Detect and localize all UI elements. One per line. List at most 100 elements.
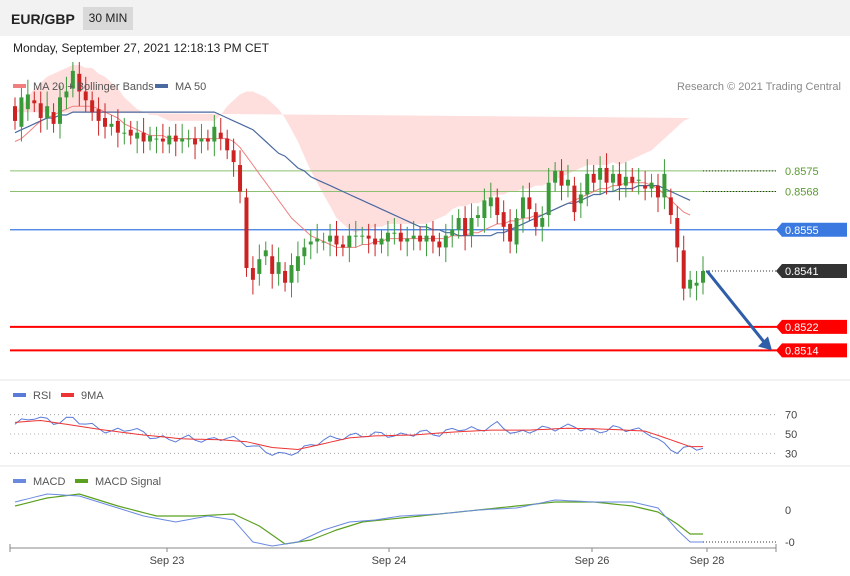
candle <box>572 176 577 221</box>
candle-body <box>411 235 416 239</box>
candle-body <box>328 235 333 242</box>
candle-body <box>488 197 493 207</box>
candle <box>636 167 641 195</box>
candle-body <box>135 132 140 139</box>
candle-body <box>675 218 680 248</box>
candle <box>32 91 37 113</box>
pivot-tag <box>776 222 847 237</box>
candle <box>276 247 281 286</box>
resistance-label: 0.8575 <box>785 166 819 178</box>
candle <box>649 173 654 198</box>
candle <box>520 185 525 233</box>
candle-body <box>398 232 403 242</box>
candle <box>321 232 326 251</box>
candle-body <box>578 194 583 204</box>
candle-body <box>520 197 525 218</box>
candle-body <box>231 150 236 163</box>
candle-body <box>456 218 461 230</box>
candle-body <box>655 185 660 198</box>
candle <box>25 79 30 121</box>
candle-body <box>360 235 365 237</box>
candle <box>115 109 120 148</box>
candle <box>585 159 590 207</box>
candle <box>58 85 63 139</box>
candle <box>360 226 365 245</box>
candle-body <box>379 238 384 245</box>
candle <box>263 241 268 266</box>
candle-body <box>295 256 300 271</box>
rsi-legend-swatch <box>61 393 74 397</box>
candle <box>238 150 243 204</box>
candle <box>540 206 545 242</box>
legend-label: MA 50 <box>175 81 206 93</box>
candle <box>122 117 127 145</box>
candle <box>681 235 686 301</box>
legend-label: MA 20 + Bollinger Bands <box>33 81 154 93</box>
candle-body <box>469 218 474 236</box>
candle <box>578 182 583 218</box>
pivot-label: 0.8555 <box>785 225 819 237</box>
candle-body <box>688 279 693 289</box>
candle-body <box>128 129 133 136</box>
candle <box>154 126 159 154</box>
candle-body <box>64 91 69 98</box>
candle <box>308 229 313 260</box>
candle-body <box>559 170 564 186</box>
candle <box>347 223 352 263</box>
candle-body <box>617 173 622 186</box>
candle <box>488 182 493 218</box>
candle-body <box>148 135 153 142</box>
candle-body <box>122 132 127 134</box>
candle-body <box>495 197 500 216</box>
candle <box>598 156 603 195</box>
candle-body <box>263 250 268 257</box>
candle <box>135 120 140 154</box>
candle-body <box>115 120 120 133</box>
candle <box>508 209 513 254</box>
forecast-arrow-head <box>758 336 772 351</box>
candle <box>456 209 461 239</box>
candle <box>328 223 333 257</box>
support-label: 0.8522 <box>785 322 819 334</box>
candle <box>212 115 217 157</box>
candle-body <box>154 138 159 140</box>
candle <box>250 256 255 295</box>
candle-body <box>347 235 352 248</box>
symbol-label: EUR/GBP <box>11 11 75 27</box>
macd-legend-swatch <box>75 479 88 483</box>
candle-body <box>662 173 667 198</box>
candle-body <box>385 232 390 242</box>
candle-body <box>565 179 570 186</box>
candle-body <box>334 235 339 245</box>
candle <box>199 123 204 154</box>
candle <box>128 120 133 145</box>
candle-body <box>289 265 294 283</box>
candle-body <box>508 223 513 242</box>
candle <box>392 218 397 245</box>
candle-body <box>514 218 519 245</box>
candle <box>270 244 275 289</box>
candle-body <box>58 97 63 124</box>
rsi-tick-label: 50 <box>785 429 797 441</box>
bollinger-band <box>15 65 691 233</box>
candle <box>437 232 442 257</box>
rsi-line <box>14 416 704 456</box>
candle <box>418 226 423 251</box>
rsi-legend-label: RSI <box>33 390 51 402</box>
candle-body <box>83 91 88 101</box>
candle <box>546 167 551 227</box>
candle-body <box>694 282 699 286</box>
candle <box>527 182 532 221</box>
current-price-tag <box>776 263 847 278</box>
candle-body <box>443 235 448 248</box>
candle <box>186 129 191 148</box>
candle-body <box>630 176 635 183</box>
candle <box>244 188 249 277</box>
candle-body <box>437 241 442 248</box>
candle <box>167 126 172 154</box>
candle-body <box>96 109 101 121</box>
candle-body <box>553 170 558 183</box>
timeframe-button[interactable]: 30 MIN <box>83 7 133 30</box>
candle-body <box>533 212 538 227</box>
